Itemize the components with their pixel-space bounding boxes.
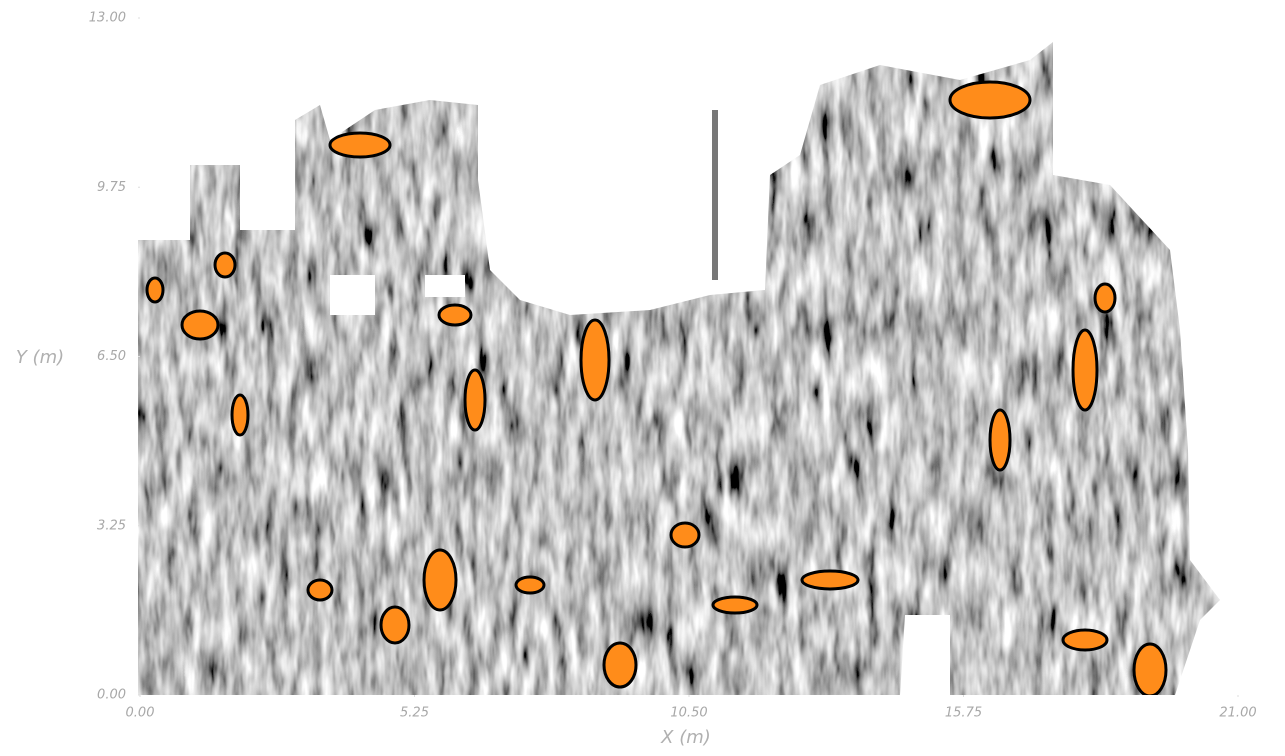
x-axis-title: X (m) [660, 727, 711, 748]
survey-image [130, 40, 1230, 700]
strip [712, 110, 718, 280]
y-axis-title: Y (m) [16, 347, 64, 368]
y-tick-label: 3.25 [97, 518, 126, 533]
x-tick-label: 0.00 [126, 706, 155, 721]
x-tick-label: 10.50 [670, 706, 707, 721]
chart: X (m) Y (m) 0.00 5.25 10.50 15.75 21.00 0.00 3… [0, 0, 1285, 756]
x-tick-label: 5.25 [400, 706, 429, 721]
x-tick-label: 21.00 [1219, 706, 1256, 721]
y-tick-label: 13.00 [89, 11, 126, 26]
y-tick-label: 0.00 [97, 688, 126, 703]
y-tick-label: 6.50 [97, 349, 126, 364]
y-tick-label: 9.75 [97, 180, 126, 195]
x-tick-label: 15.75 [945, 706, 982, 721]
